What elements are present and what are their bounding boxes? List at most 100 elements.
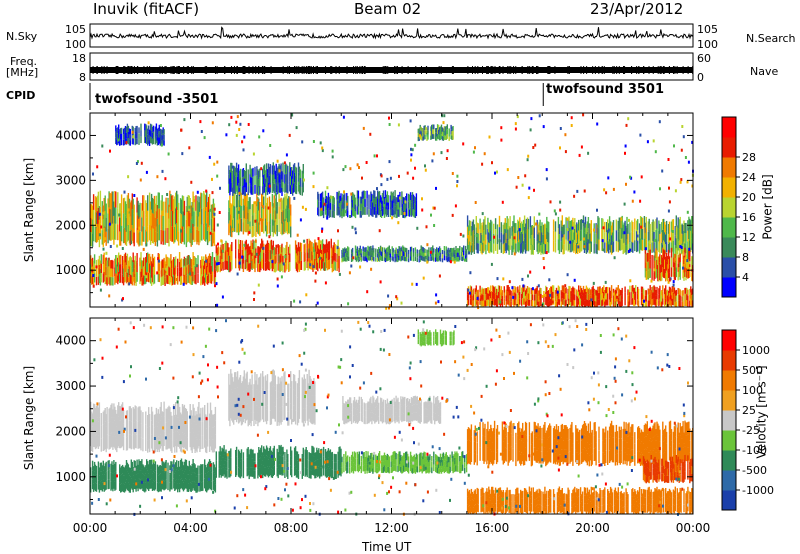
power-scatter xyxy=(640,175,643,179)
power-cell xyxy=(129,216,131,231)
power-cell xyxy=(325,258,328,269)
velocity-cell xyxy=(194,464,196,474)
velocity-cell xyxy=(192,468,194,479)
power-cell xyxy=(463,255,465,261)
power-cell xyxy=(195,226,197,242)
power-cell xyxy=(492,291,494,299)
power-cell xyxy=(347,246,349,251)
velocity-cell xyxy=(167,471,169,481)
velocity-cell xyxy=(105,480,107,490)
power-cell xyxy=(355,257,358,262)
power-cell xyxy=(401,207,403,216)
power-cell xyxy=(202,258,204,268)
power-cell xyxy=(106,260,108,269)
power-cell xyxy=(380,251,383,257)
power-cell xyxy=(656,269,658,279)
power-cell xyxy=(422,247,424,252)
velocity-cell xyxy=(182,406,185,421)
power-cell xyxy=(230,172,232,183)
power-scatter xyxy=(580,145,583,149)
power-cell xyxy=(597,216,599,228)
power-scatter xyxy=(316,301,319,305)
power-cell xyxy=(203,207,205,224)
power-cell xyxy=(686,268,688,278)
power-cell xyxy=(250,168,252,178)
power-cell xyxy=(638,223,641,234)
power-cell xyxy=(376,210,378,218)
velocity-cell xyxy=(225,458,227,468)
power-cell xyxy=(140,261,142,272)
power-cell xyxy=(307,261,309,271)
power-cell xyxy=(302,182,304,193)
power-cell xyxy=(665,231,668,242)
power-cell xyxy=(493,292,495,299)
power-cell xyxy=(378,199,380,208)
power-cell xyxy=(242,198,245,211)
power-cell xyxy=(512,298,514,305)
power-cell xyxy=(518,301,520,307)
velocity-cell xyxy=(184,469,187,479)
power-cell xyxy=(545,244,547,254)
power-scatter xyxy=(267,206,270,210)
power-cell xyxy=(563,299,565,306)
power-cell xyxy=(228,212,230,224)
power-cell xyxy=(631,241,633,253)
power-cell xyxy=(378,256,380,261)
velocity-cell xyxy=(155,435,158,450)
power-cell xyxy=(656,299,658,306)
power-cell xyxy=(246,253,248,263)
power-cell xyxy=(593,233,595,244)
power-cell xyxy=(678,229,680,241)
velocity-cell xyxy=(238,460,241,469)
power-cell xyxy=(103,213,105,229)
power-cell xyxy=(115,131,117,138)
power-cell xyxy=(161,268,163,277)
power-cell xyxy=(397,194,399,203)
power-cell xyxy=(378,257,381,262)
power-cell xyxy=(192,223,194,240)
power-cell xyxy=(365,247,367,252)
velocity-cell xyxy=(161,411,163,425)
velocity-cell xyxy=(175,402,177,417)
power-cell xyxy=(95,197,98,213)
power-cell xyxy=(230,182,232,192)
power-cell xyxy=(534,300,536,307)
velocity-cell xyxy=(151,464,154,474)
power-cell xyxy=(272,203,274,215)
power-cell xyxy=(257,263,259,272)
power-cell xyxy=(317,245,319,254)
power-cell xyxy=(670,247,673,258)
power-cell xyxy=(505,233,507,244)
power-cell xyxy=(107,228,109,244)
velocity-cell xyxy=(173,469,175,479)
velocity-cell xyxy=(197,465,199,475)
power-cell xyxy=(403,246,405,252)
velocity-cell xyxy=(120,433,123,448)
velocity-cell xyxy=(140,470,142,480)
power-cell xyxy=(356,251,359,256)
power-cell xyxy=(588,299,590,306)
power-cell xyxy=(258,263,260,272)
power-cell xyxy=(228,165,230,175)
power-cell xyxy=(253,201,255,213)
power-cell xyxy=(682,234,684,245)
power-cell xyxy=(216,264,218,273)
power-cell xyxy=(506,298,508,305)
power-cell xyxy=(494,298,497,306)
power-cell xyxy=(351,252,354,257)
power-cell xyxy=(447,252,449,257)
power-cell xyxy=(117,208,119,225)
power-cell xyxy=(409,192,412,200)
power-cell xyxy=(395,256,397,262)
power-cell xyxy=(385,209,388,217)
power-scatter xyxy=(131,130,134,134)
velocity-cell xyxy=(169,482,171,492)
power-cell xyxy=(364,191,366,199)
power-scatter xyxy=(190,180,193,184)
velocity-cell xyxy=(239,461,242,470)
power-cell xyxy=(110,268,112,277)
power-cell xyxy=(494,292,497,299)
power-cell xyxy=(645,216,647,228)
power-scatter xyxy=(250,252,253,256)
power-cell xyxy=(475,285,477,292)
